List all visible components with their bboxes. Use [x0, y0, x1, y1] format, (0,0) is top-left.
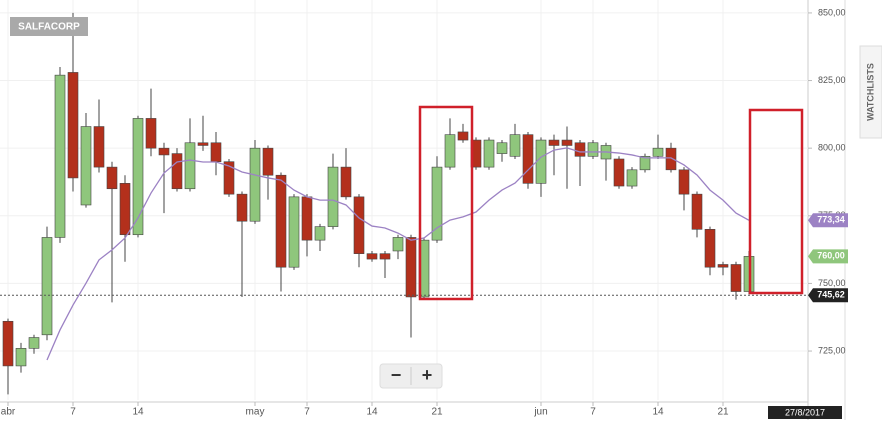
candle-body	[522, 134, 534, 184]
candle-body	[80, 126, 92, 206]
candle-body	[587, 142, 599, 157]
crosshair-badge	[808, 288, 848, 303]
candle-body	[665, 147, 677, 171]
x-tick-label: may	[246, 407, 265, 418]
symbol-label: SALFACORP	[18, 22, 80, 33]
candle-body	[717, 264, 729, 268]
candle-body	[93, 126, 105, 168]
ma-badge-label: 773,34	[817, 215, 845, 225]
candle-body	[197, 142, 209, 146]
close-badge-label: 760,00	[817, 251, 845, 261]
candle-body	[366, 253, 378, 260]
candle-body	[54, 74, 66, 238]
candle-body	[496, 142, 508, 154]
candle-body	[249, 147, 261, 222]
candle-body	[2, 320, 14, 367]
x-tick-label: 21	[717, 407, 729, 418]
candle-body	[28, 337, 40, 349]
candle-body	[340, 166, 352, 198]
candle-body	[691, 193, 703, 230]
side-tab[interactable]	[859, 45, 882, 139]
symbol-tag	[10, 17, 88, 36]
candle-body	[405, 237, 417, 298]
candle-body	[652, 147, 664, 157]
candle-body	[145, 118, 157, 149]
candle-body	[574, 142, 586, 157]
crosshair-badge-label: 745,62	[817, 290, 845, 300]
close-badge	[808, 249, 848, 264]
candle-body	[561, 139, 573, 146]
x-tick-label: 21	[431, 407, 443, 418]
candle-body	[327, 166, 339, 227]
candle-body	[431, 166, 443, 241]
date-badge-label: 27/8/2017	[785, 407, 825, 417]
date-badge	[768, 406, 842, 419]
candle-body	[509, 134, 521, 157]
candle-body	[301, 196, 313, 241]
x-tick-label: 14	[652, 407, 664, 418]
x-tick-label: jun	[533, 407, 547, 418]
candle-body	[535, 139, 547, 184]
candle-body	[704, 229, 716, 268]
candle-body	[613, 158, 625, 187]
moving-average	[46, 147, 750, 361]
candle-body	[548, 139, 560, 146]
candle-body	[353, 196, 365, 254]
highlight-box	[748, 108, 804, 295]
candle-body	[639, 155, 651, 171]
x-tick-label: 14	[132, 407, 144, 418]
y-tick-label: 825,00	[818, 75, 846, 85]
y-tick-label: 725,00	[818, 345, 846, 355]
marks: 773,34 760,00 745,62 27/8/2017	[0, 12, 848, 419]
candle-body	[41, 237, 53, 336]
candle-body	[730, 264, 742, 292]
y-tick-label: 850,00	[818, 7, 846, 17]
candle-body	[15, 348, 27, 367]
zoom-out-button[interactable]: −	[391, 365, 402, 385]
candle-body	[678, 169, 690, 195]
y-tick-label: 800,00	[818, 143, 846, 153]
candle-body	[106, 166, 118, 190]
candle-body	[457, 131, 469, 141]
candle-body	[184, 142, 196, 190]
x-tick-label: 7	[590, 407, 596, 418]
candle-body	[223, 161, 235, 195]
zoom-in-button[interactable]: +	[422, 365, 433, 385]
candle-body	[158, 147, 170, 156]
side-tab-label[interactable]: WATCHLISTS	[865, 63, 875, 121]
candle-body	[314, 226, 326, 241]
ma-badge	[808, 213, 848, 228]
x-tick-label: 7	[304, 407, 310, 418]
candle-body	[626, 169, 638, 187]
x-tick-label: 7	[70, 407, 76, 418]
candle-body	[67, 72, 79, 179]
candle-body	[171, 153, 183, 190]
candle-body	[483, 139, 495, 168]
x-tick-label: abr	[1, 407, 16, 418]
candle-body	[379, 253, 391, 260]
candle-body	[444, 134, 456, 168]
candle-body	[262, 147, 274, 176]
candle-body	[275, 174, 287, 268]
x-tick-label: 14	[366, 407, 378, 418]
y-tick-label: 750,00	[818, 278, 846, 288]
candle-body	[132, 118, 144, 236]
candle-body	[288, 196, 300, 268]
candle-body	[210, 142, 222, 162]
candle-body	[392, 237, 404, 252]
candle-body	[119, 183, 131, 236]
highlight-box	[418, 105, 474, 301]
candle-body	[236, 193, 248, 222]
